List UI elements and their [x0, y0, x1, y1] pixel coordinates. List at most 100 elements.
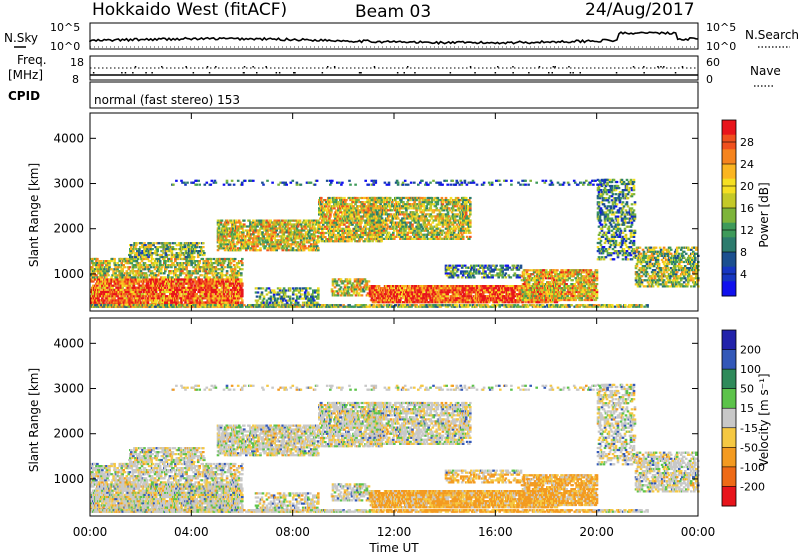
data-cell	[175, 282, 178, 285]
data-cell	[321, 225, 324, 228]
data-cell	[153, 295, 157, 298]
data-cell	[135, 286, 139, 289]
data-cell	[210, 278, 214, 281]
data-cell	[142, 266, 146, 269]
data-cell	[232, 260, 236, 263]
data-cell	[155, 257, 159, 261]
data-cell	[236, 301, 240, 304]
data-cell	[157, 257, 161, 261]
data-cell	[96, 257, 99, 261]
data-cell	[135, 244, 138, 247]
data-cell	[121, 299, 124, 302]
data-cell	[198, 253, 202, 257]
data-cell	[359, 223, 362, 226]
data-cell	[97, 268, 100, 271]
data-cell	[339, 294, 343, 297]
data-cell	[380, 223, 384, 226]
data-cell	[324, 236, 327, 239]
data-cell	[401, 235, 404, 238]
data-cell	[113, 257, 116, 261]
data-cell	[361, 280, 365, 283]
data-cell	[113, 295, 116, 298]
freq-unit-label: [MHz]	[8, 68, 43, 82]
data-cell	[124, 262, 128, 265]
data-cell	[131, 268, 135, 271]
data-cell	[281, 225, 285, 228]
data-cell	[190, 253, 194, 257]
data-cell	[156, 274, 160, 277]
data-cell	[384, 221, 388, 224]
data-cell	[90, 301, 93, 304]
data-cell	[317, 293, 320, 296]
data-cell	[136, 276, 140, 279]
data-cell	[158, 260, 162, 263]
data-cell	[226, 223, 230, 226]
data-cell	[298, 295, 302, 298]
data-cell	[101, 262, 104, 265]
data-cell	[152, 266, 156, 269]
data-cell	[333, 205, 336, 208]
data-cell	[159, 272, 163, 275]
data-cell	[167, 280, 170, 283]
data-cell	[243, 219, 246, 222]
data-cell	[197, 276, 200, 279]
data-cell	[225, 245, 229, 248]
data-cell	[159, 276, 163, 279]
data-cell	[172, 280, 175, 283]
data-cell	[168, 244, 172, 247]
data-cell	[305, 237, 309, 240]
data-cell	[375, 213, 379, 216]
data-cell	[169, 293, 172, 296]
data-cell	[350, 231, 353, 235]
data-cell	[231, 288, 235, 291]
data-cell	[163, 257, 166, 261]
data-cell	[284, 219, 288, 222]
data-cell	[282, 235, 286, 238]
data-cell	[212, 295, 216, 298]
data-cell	[136, 264, 140, 267]
data-cell	[262, 295, 266, 298]
data-cell	[399, 237, 402, 240]
data-cell	[115, 276, 118, 279]
data-cell	[212, 257, 216, 261]
data-cell	[173, 284, 176, 287]
data-cell	[116, 295, 119, 298]
data-cell	[160, 253, 163, 257]
data-cell	[285, 247, 289, 250]
data-cell	[386, 217, 390, 220]
data-cell	[352, 292, 356, 295]
data-cell	[362, 207, 365, 210]
data-cell	[188, 299, 191, 302]
data-cell	[265, 301, 269, 304]
data-cell	[300, 289, 304, 292]
data-cell	[392, 225, 395, 228]
data-cell	[299, 223, 303, 226]
data-cell	[174, 248, 178, 251]
data-cell	[168, 242, 172, 245]
data-cell	[220, 299, 224, 302]
data-cell	[212, 276, 216, 279]
data-cell	[275, 249, 278, 252]
data-cell	[149, 242, 152, 245]
data-cell	[149, 274, 153, 277]
data-cell	[298, 287, 302, 290]
data-cell	[154, 290, 158, 294]
data-cell	[128, 272, 132, 275]
data-cell	[226, 288, 230, 291]
data-cell	[241, 290, 244, 294]
data-cell	[124, 260, 128, 263]
data-cell	[343, 215, 346, 218]
data-cell	[382, 237, 386, 240]
data-cell	[217, 284, 221, 287]
data-cell	[249, 235, 252, 238]
data-cell	[95, 264, 98, 267]
data-cell	[154, 276, 158, 279]
data-cell	[235, 276, 239, 279]
data-cell	[179, 244, 183, 247]
data-cell	[276, 291, 280, 294]
data-cell	[160, 301, 164, 304]
data-cell	[152, 274, 156, 277]
data-cell	[198, 270, 201, 273]
data-cell	[158, 262, 162, 265]
data-cell	[199, 248, 203, 251]
